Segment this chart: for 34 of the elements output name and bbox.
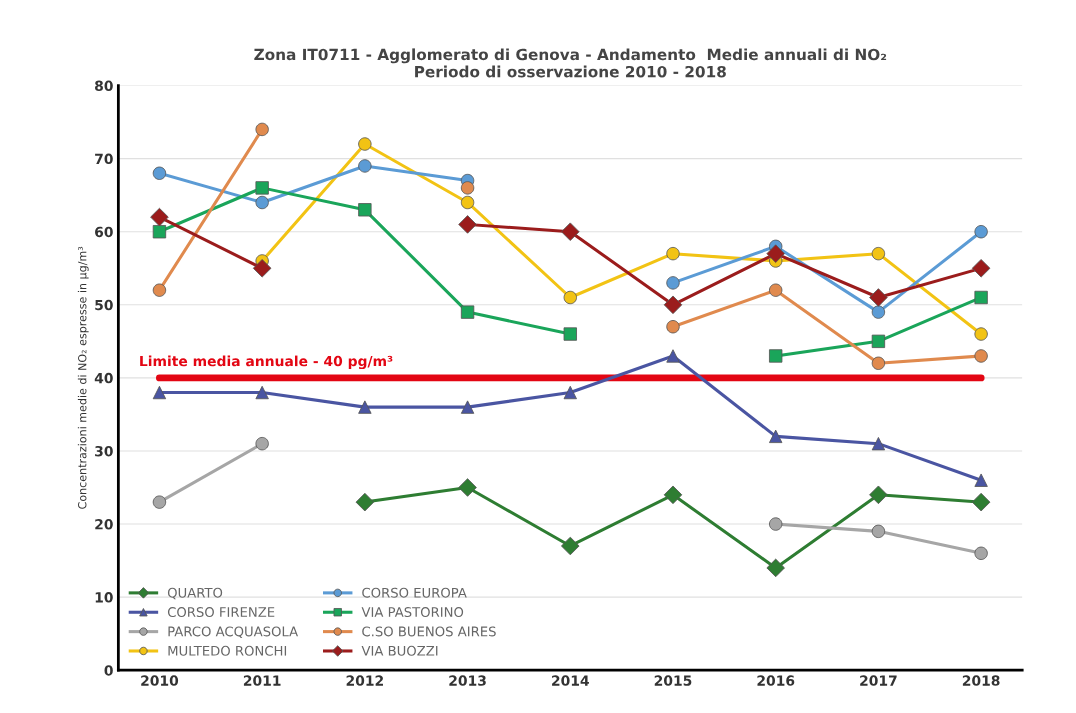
legend-label: CORSO EUROPA	[362, 587, 467, 598]
point	[152, 225, 167, 239]
chart-title: Zona IT0711 - Agglomerato di Genova - Andamento Medie annuali di NO₂ Periodo di osservazione 2010 - 2018	[254, 48, 887, 78]
x-tick-label: 2016	[757, 675, 795, 686]
x-tick-label: 2013	[449, 675, 486, 686]
x-tick-label: 2018	[962, 675, 1000, 686]
legend-label: QUARTO	[167, 587, 223, 600]
legend-label: VIA BUOZZI	[361, 645, 438, 656]
legend-label: C.SO BUENOS AIRES	[362, 626, 496, 637]
x-tick-label: 2014	[552, 675, 589, 686]
y-tick-label: 50	[95, 299, 113, 311]
point	[766, 558, 785, 578]
x-tick-label: 2017	[860, 675, 897, 686]
y-tick-label: 10	[95, 592, 113, 603]
legend-label: VIA PASTORINO	[361, 607, 464, 618]
legend-label: PARCO ACQUASOLA	[168, 626, 299, 638]
point	[663, 295, 683, 315]
y-tick-label: 30	[95, 445, 113, 457]
y-tick-label: 70	[95, 153, 113, 165]
point	[561, 536, 580, 556]
ref-line-label: Limite media annuale - 40 pg/m³	[140, 355, 393, 370]
legend-label: MULTEDO RONCHI	[168, 645, 287, 656]
y-tick-label: 20	[95, 519, 113, 530]
y-tick-label: 0	[104, 665, 113, 676]
y-tick-label: 80	[95, 80, 113, 92]
x-tick-label: 2010	[141, 675, 179, 686]
y-axis-title: Concentrazioni medie di NO₂ espresse in µg/m³	[77, 246, 89, 509]
y-tick-label: 60	[95, 226, 113, 238]
point	[869, 485, 888, 505]
legend-label: CORSO FIRENZE	[167, 607, 275, 618]
x-tick-label: 2011	[243, 675, 281, 686]
x-tick-label: 2015	[654, 675, 692, 686]
y-tick-label: 40	[94, 372, 113, 384]
x-tick-label: 2012	[346, 675, 383, 686]
